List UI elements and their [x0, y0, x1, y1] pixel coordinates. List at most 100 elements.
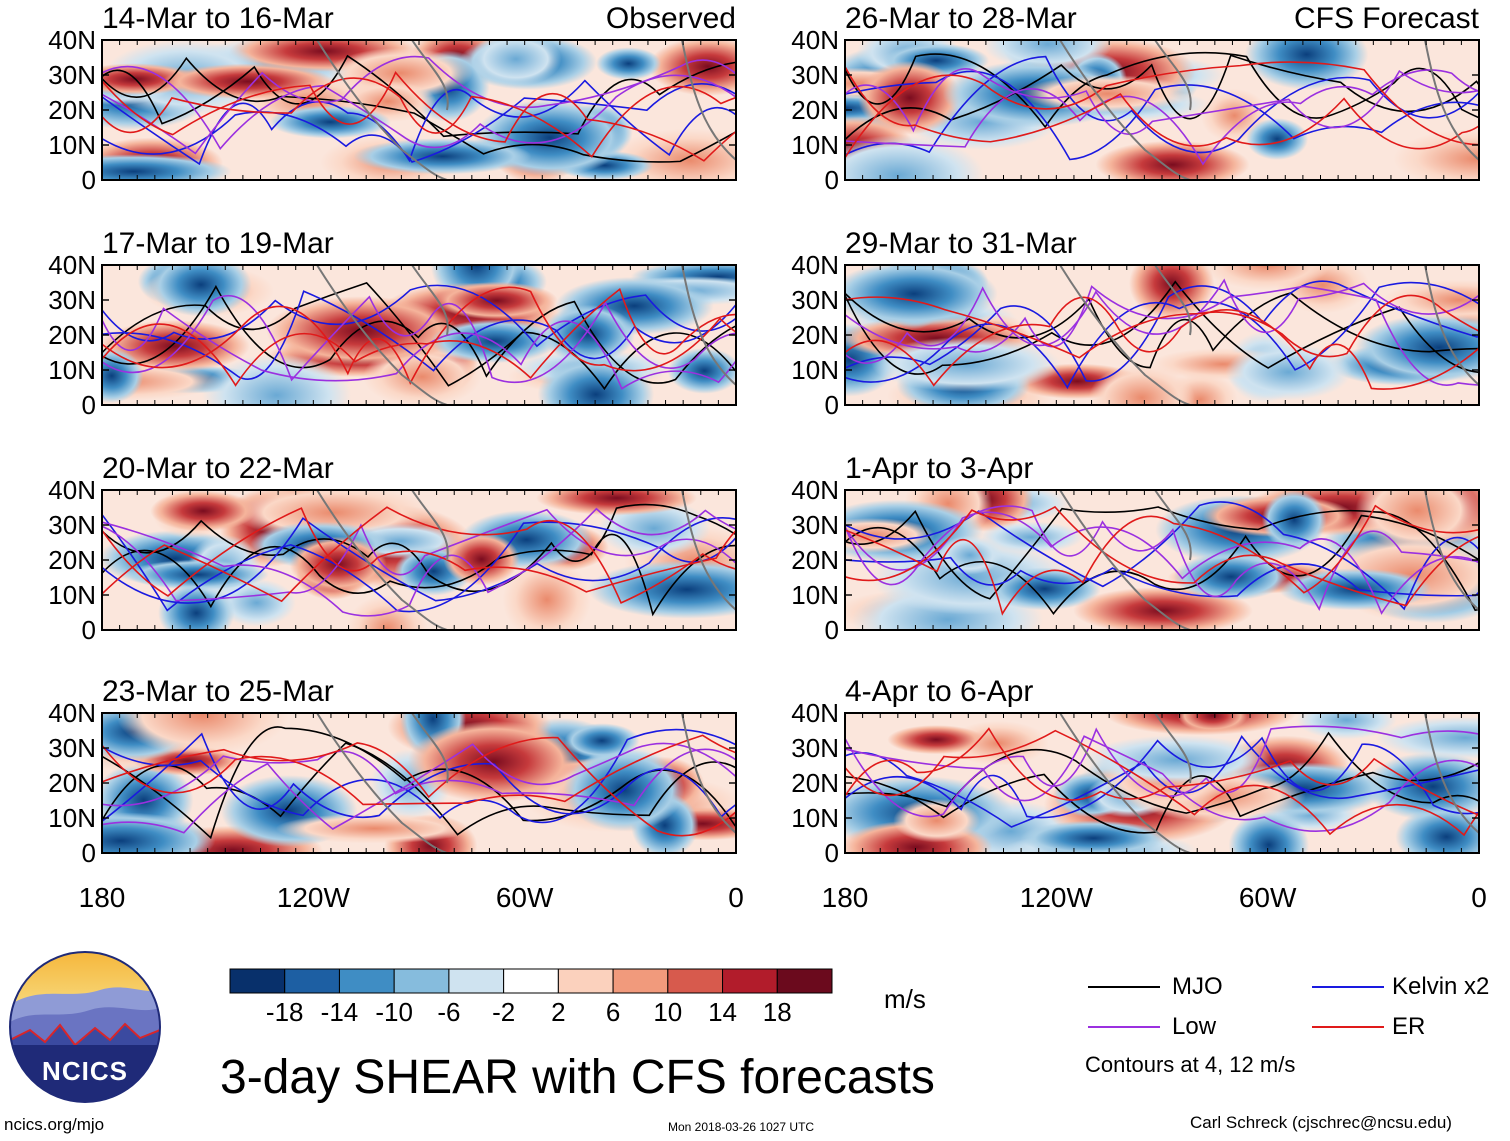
y-tick-label: 10N [791, 355, 839, 385]
panel-2 [844, 39, 1480, 181]
legend-kelvin-label: Kelvin x2 [1392, 973, 1490, 1000]
coastline [411, 265, 449, 336]
coastline [316, 713, 448, 853]
y-tick-label: 20N [48, 545, 96, 575]
x-tick-label: 0 [1471, 882, 1487, 913]
coastline [681, 40, 736, 161]
colorbar-label: -18 [265, 997, 304, 1027]
y-tick-label: 10N [48, 803, 96, 833]
y-tick-label: 10N [791, 803, 839, 833]
y-tick-label: 40N [48, 25, 96, 55]
y-tick-label: 20N [791, 768, 839, 798]
y-tick-label: 40N [48, 475, 96, 505]
y-tick-label: 0 [81, 165, 96, 195]
coastline [1059, 713, 1191, 853]
y-tick-label: 40N [48, 698, 96, 728]
panel-5 [101, 489, 737, 631]
y-tick-label: 20N [48, 320, 96, 350]
y-tick-label: 10N [48, 355, 96, 385]
coastline [1154, 265, 1192, 336]
coastline [1059, 265, 1191, 405]
panel-title: 20-Mar to 22-Mar [102, 452, 334, 485]
colorbar-swatch [722, 968, 778, 994]
x-tick-label: 120W [276, 882, 350, 913]
y-tick-label: 40N [791, 250, 839, 280]
y-tick-label: 0 [824, 390, 839, 420]
x-tick-label: 0 [728, 882, 744, 913]
colorbar-label: 2 [551, 997, 566, 1027]
x-tick-label: 180 [78, 882, 126, 913]
coastline [1154, 490, 1192, 561]
coastline [1424, 40, 1479, 161]
y-tick-label: 30N [791, 733, 839, 763]
coastline [1059, 40, 1191, 180]
colorbar-swatch [393, 968, 450, 994]
y-tick-label: 20N [791, 545, 839, 575]
ncics-logo [9, 951, 161, 1103]
panel-3 [101, 264, 737, 406]
y-tick-label: 0 [824, 615, 839, 645]
logo-text: NCICS [42, 1056, 128, 1086]
x-tick-label: 120W [1019, 882, 1093, 913]
y-tick-label: 0 [824, 838, 839, 868]
colorbar-swatch [557, 968, 614, 994]
shear-field [845, 713, 1479, 853]
y-tick-label: 0 [81, 615, 96, 645]
colorbar-swatch [776, 968, 833, 994]
y-tick-label: 10N [48, 580, 96, 610]
coastline [411, 490, 449, 561]
colorbar-label: -14 [320, 997, 359, 1027]
panel-title: 14-Mar to 16-Mar [102, 2, 334, 35]
x-tick-label: 180 [821, 882, 869, 913]
panel-7 [101, 712, 737, 854]
y-tick-label: 0 [824, 165, 839, 195]
panel-title: 26-Mar to 28-Mar [845, 2, 1077, 35]
y-tick-label: 20N [48, 95, 96, 125]
y-tick-label: 0 [81, 838, 96, 868]
ncics-logo-box[interactable]: NCICS [10, 952, 160, 1102]
y-tick-label: 40N [791, 475, 839, 505]
panel-title: 4-Apr to 6-Apr [845, 675, 1034, 708]
shear-field [102, 40, 736, 180]
shear-field [845, 40, 1479, 180]
legend-er-line [1312, 1026, 1384, 1028]
contour-note: Contours at 4, 12 m/s [1085, 1052, 1296, 1077]
shear-field [845, 490, 1479, 630]
coastline [316, 40, 448, 180]
y-tick-label: 30N [48, 733, 96, 763]
units-label: m/s [884, 984, 926, 1014]
shear-field [102, 713, 736, 853]
coastline [681, 265, 736, 386]
y-tick-label: 0 [81, 390, 96, 420]
y-tick-label: 10N [48, 130, 96, 160]
shear-field [102, 490, 736, 630]
coastline [681, 490, 736, 611]
x-tick-label: 60W [1238, 882, 1297, 913]
colorbar-swatch [229, 968, 286, 994]
colorbar-label: -2 [492, 997, 516, 1027]
x-tick-label: 60W [495, 882, 554, 913]
coastline [1424, 490, 1479, 611]
coastline [1154, 713, 1192, 784]
coastline [411, 40, 449, 111]
colorbar-label: 18 [762, 997, 792, 1027]
footer-author: Carl Schreck (cjschrec@ncsu.edu) [1190, 1113, 1452, 1132]
colorbar-swatch [667, 968, 724, 994]
coastline [316, 265, 448, 405]
panel-6 [844, 489, 1480, 631]
y-tick-label: 30N [48, 510, 96, 540]
y-tick-label: 40N [791, 25, 839, 55]
coastline [1059, 490, 1191, 630]
panel-4 [844, 264, 1480, 406]
y-tick-label: 20N [791, 320, 839, 350]
legend-mjo-line [1088, 986, 1160, 988]
footer-url[interactable]: ncics.org/mjo [4, 1115, 105, 1134]
y-tick-label: 10N [791, 580, 839, 610]
shear-field [102, 265, 736, 405]
legend-low-line [1088, 1026, 1160, 1028]
panel-label: CFS Forecast [1293, 2, 1479, 35]
main-title: 3-day SHEAR with CFS forecasts [220, 1051, 935, 1104]
legend-low-label: Low [1172, 1013, 1217, 1040]
coastline [1424, 713, 1479, 834]
